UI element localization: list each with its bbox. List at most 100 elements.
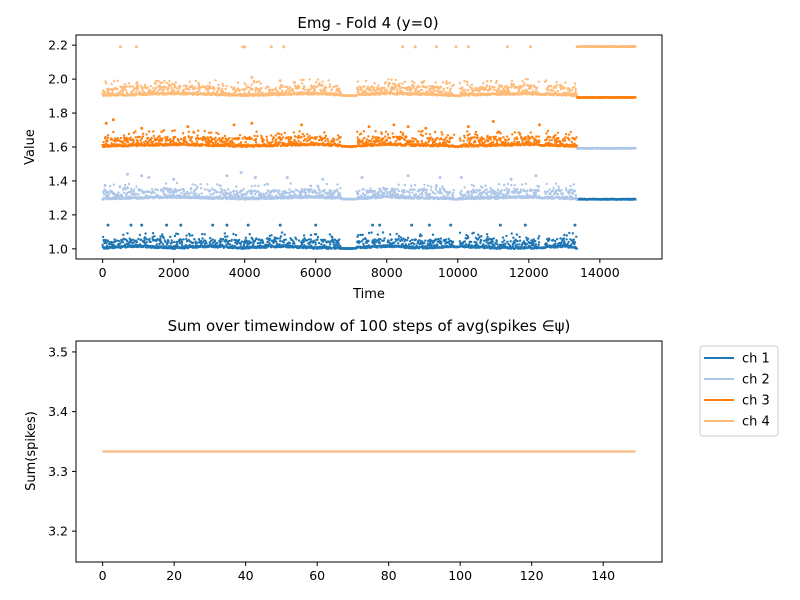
scatter-point <box>403 191 406 194</box>
scatter-point <box>357 233 360 237</box>
scatter-point <box>126 141 130 144</box>
scatter-point <box>166 135 169 139</box>
scatter-point <box>210 187 214 190</box>
scatter-point <box>387 240 391 243</box>
scatter-point <box>475 241 478 244</box>
scatter-point <box>532 242 535 245</box>
scatter-point <box>147 130 151 133</box>
scatter-point <box>512 236 515 239</box>
scatter-point <box>301 242 304 245</box>
scatter-point <box>188 234 192 237</box>
scatter-point <box>232 142 235 145</box>
scatter-point <box>411 191 414 194</box>
scatter-point <box>256 135 259 138</box>
scatter-point <box>470 240 473 244</box>
scatter-point <box>410 238 414 242</box>
scatter-point <box>315 233 318 236</box>
scatter-point <box>123 191 126 194</box>
scatter-outlier-point <box>427 223 431 227</box>
scatter-point <box>141 132 145 135</box>
scatter-point <box>328 242 332 246</box>
scatter-point <box>515 233 519 236</box>
scatter-point <box>223 245 226 248</box>
scatter-point <box>174 135 177 139</box>
scatter-point <box>470 183 474 186</box>
scatter-point <box>418 239 421 242</box>
scatter-point <box>179 188 182 192</box>
scatter-point <box>153 191 156 194</box>
scatter-point <box>117 239 121 243</box>
scatter-point <box>568 231 571 235</box>
scatter-point <box>187 238 190 242</box>
scatter-point <box>506 182 510 186</box>
scatter-point <box>467 191 470 195</box>
scatter-point <box>328 233 332 236</box>
scatter-point <box>307 238 310 241</box>
scatter-point <box>563 233 566 237</box>
scatter-point <box>119 242 122 245</box>
scatter-point <box>546 190 549 193</box>
scatter-point <box>190 136 193 139</box>
scatter-point <box>107 190 110 194</box>
scatter-point <box>361 233 364 236</box>
scatter-point <box>339 244 342 248</box>
scatter-point <box>158 242 161 246</box>
scatter-point <box>101 243 104 246</box>
scatter-point <box>451 240 455 244</box>
scatter-point <box>434 188 438 191</box>
scatter-point <box>288 242 292 245</box>
scatter-point <box>435 185 438 188</box>
scatter-point <box>555 238 559 241</box>
scatter-point <box>137 237 140 241</box>
scatter-point <box>106 136 110 140</box>
scatter-point <box>314 243 317 246</box>
scatter-point <box>357 193 360 196</box>
scatter-point <box>339 187 342 190</box>
scatter-point <box>503 239 506 242</box>
scatter-point <box>318 191 321 194</box>
scatter-outlier-point <box>179 223 183 227</box>
scatter-point <box>414 193 418 196</box>
scatter-point <box>241 137 244 140</box>
scatter-point <box>135 193 138 196</box>
scatter-point <box>152 130 155 133</box>
scatter-point <box>214 141 218 144</box>
scatter-point <box>395 232 398 236</box>
scatter-point <box>409 184 413 187</box>
scatter-point <box>106 240 110 243</box>
scatter-point <box>195 140 198 143</box>
scatter-point <box>386 187 389 191</box>
scatter-point <box>245 239 248 242</box>
scatter-point <box>573 190 577 193</box>
scatter-point <box>161 137 164 140</box>
scatter-point <box>167 240 170 243</box>
scatter-point <box>304 188 307 192</box>
scatter-point <box>308 242 311 246</box>
scatter-point <box>383 237 386 240</box>
scatter-point <box>193 237 196 241</box>
scatter-point <box>491 240 494 243</box>
scatter-point <box>310 188 313 191</box>
scatter-point <box>574 193 577 197</box>
scatter-point <box>497 183 501 186</box>
scatter-outlier-point <box>140 174 144 178</box>
scatter-point <box>406 236 410 239</box>
scatter-point <box>561 192 565 195</box>
scatter-point <box>253 192 257 196</box>
scatter-point <box>219 237 222 241</box>
scatter-point <box>278 237 282 240</box>
scatter-point <box>397 237 400 240</box>
scatter-point <box>158 134 161 138</box>
scatter-point <box>238 137 241 140</box>
scatter-point <box>338 238 341 241</box>
scatter-point <box>525 192 529 196</box>
scatter-point <box>132 140 135 143</box>
scatter-point <box>360 194 363 197</box>
scatter-point <box>425 188 428 191</box>
scatter-point <box>130 190 133 193</box>
scatter-point <box>160 241 163 244</box>
scatter-point <box>234 233 238 237</box>
scatter-point <box>152 134 155 138</box>
scatter-point <box>276 237 279 240</box>
scatter-point <box>104 135 107 139</box>
